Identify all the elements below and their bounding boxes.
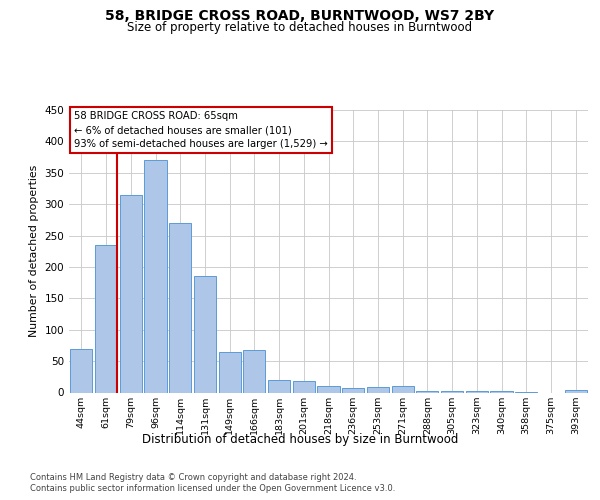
Bar [342,388,364,392]
Text: 58 BRIDGE CROSS ROAD: 65sqm
← 6% of detached houses are smaller (101)
93% of sem: 58 BRIDGE CROSS ROAD: 65sqm ← 6% of deta… [74,112,328,150]
Bar [565,390,587,392]
Bar [466,391,488,392]
Bar [293,381,315,392]
Bar [416,391,439,392]
Bar [95,245,117,392]
Bar [490,391,512,392]
Bar [70,348,92,393]
Bar [367,387,389,392]
Text: Size of property relative to detached houses in Burntwood: Size of property relative to detached ho… [127,21,473,34]
Bar [218,352,241,393]
Text: Contains HM Land Registry data © Crown copyright and database right 2024.: Contains HM Land Registry data © Crown c… [30,472,356,482]
Bar [169,223,191,392]
Bar [119,194,142,392]
Text: Contains public sector information licensed under the Open Government Licence v3: Contains public sector information licen… [30,484,395,493]
Text: Distribution of detached houses by size in Burntwood: Distribution of detached houses by size … [142,432,458,446]
Bar [317,386,340,392]
Y-axis label: Number of detached properties: Number of detached properties [29,165,39,338]
Text: 58, BRIDGE CROSS ROAD, BURNTWOOD, WS7 2BY: 58, BRIDGE CROSS ROAD, BURNTWOOD, WS7 2B… [106,9,494,23]
Bar [243,350,265,393]
Bar [194,276,216,392]
Bar [441,391,463,392]
Bar [145,160,167,392]
Bar [392,386,414,392]
Bar [268,380,290,392]
